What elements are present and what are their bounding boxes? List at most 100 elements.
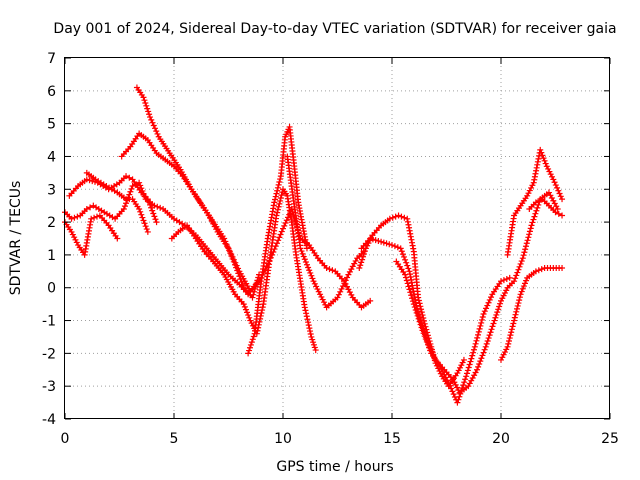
data-point-marker [543,163,550,170]
data-point-marker [409,295,416,302]
data-point-marker [145,198,152,205]
data-point-marker [349,263,356,270]
data-point-marker [478,319,485,326]
data-point-marker [450,391,457,398]
data-point-marker [275,237,282,244]
data-point-marker [149,119,156,126]
data-point-marker [275,203,282,210]
data-point-marker [532,210,539,217]
data-point-marker [245,312,252,319]
data-point-marker [507,332,514,339]
data-point-marker [274,187,281,194]
y-tick-label: 1 [47,248,56,264]
data-point-marker [532,268,539,275]
data-point-marker [222,238,229,245]
y-tick-label: 6 [47,84,56,100]
x-tick-label: 15 [383,431,401,447]
data-point-marker [83,205,90,212]
series-trace [136,86,260,299]
y-tick-label: 5 [47,117,56,133]
data-point-marker [407,289,414,296]
data-point-marker [524,237,531,244]
data-point-marker [532,199,539,206]
data-point-marker [242,306,249,313]
data-point-marker [453,384,460,391]
data-point-marker [306,267,313,274]
data-point-marker [410,301,417,308]
data-point-marker [402,274,409,281]
data-point-marker [310,339,317,346]
data-point-marker [398,248,405,255]
data-point-marker [529,219,536,226]
data-series [62,84,566,406]
series-trace [360,191,559,394]
data-point-marker [303,310,310,317]
data-point-marker [529,182,536,189]
data-point-marker [401,214,408,221]
data-point-marker [464,367,471,374]
data-point-marker [323,265,330,272]
data-point-marker [255,274,262,281]
data-point-marker [559,212,566,219]
data-point-marker [525,234,532,241]
data-point-marker [345,286,352,293]
data-point-marker [559,265,566,272]
data-point-marker [157,204,164,211]
data-point-marker [251,285,258,292]
data-point-marker [420,330,427,337]
data-point-marker [250,291,257,298]
data-point-marker [505,337,512,344]
data-point-marker [143,226,150,233]
data-point-marker [528,184,535,191]
data-point-marker [137,208,144,215]
data-point-marker [495,306,502,313]
data-point-marker [274,206,281,213]
data-point-marker [276,200,283,207]
data-point-marker [310,341,317,348]
data-point-marker [469,374,476,381]
x-tick-label: 20 [492,431,510,447]
data-point-marker [249,336,256,343]
data-point-marker [448,385,455,392]
data-point-marker [337,288,344,295]
data-point-marker [535,267,542,274]
data-point-marker [511,317,518,324]
data-point-marker [458,362,465,369]
series-track-8 [245,123,310,357]
data-point-marker [460,356,467,363]
data-point-marker [508,326,515,333]
data-point-marker [151,213,158,220]
data-point-marker [298,248,305,255]
y-tick-label: -1 [42,314,56,330]
data-point-marker [509,323,516,330]
data-point-marker [375,237,382,244]
series-track-1 [62,179,260,298]
data-point-marker [151,202,158,209]
data-point-marker [481,308,488,315]
data-point-marker [404,280,411,287]
data-point-marker [392,213,399,220]
data-point-marker [501,289,508,296]
data-point-marker [484,302,491,309]
data-point-marker [513,305,520,312]
data-point-marker [488,294,495,301]
data-point-marker [516,294,523,301]
data-point-marker [254,277,261,284]
data-point-marker [383,240,390,247]
data-point-marker [146,111,153,118]
data-point-marker [463,370,470,377]
data-point-marker [91,214,98,221]
data-point-marker [225,247,232,254]
data-point-marker [446,382,453,389]
x-tick-label: 5 [170,431,179,447]
data-point-marker [304,316,311,323]
axis-ticks: 0 5 10 15 20 25 -4 -3 -2 -1 0 1 2 3 4 5 6 7 [42,51,619,447]
data-point-marker [499,295,506,302]
data-point-marker [458,387,465,394]
data-point-marker [277,231,284,238]
data-point-marker [487,329,494,336]
data-point-marker [530,216,537,223]
data-point-marker [312,347,319,354]
data-point-marker [485,335,492,342]
data-point-marker [280,225,286,232]
